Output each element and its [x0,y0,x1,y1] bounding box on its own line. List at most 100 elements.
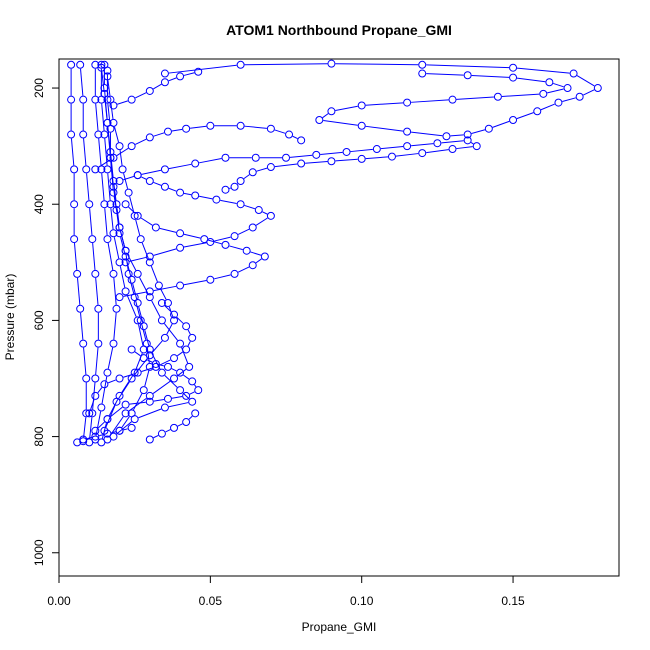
data-point [115,426,124,435]
data-point [124,269,133,278]
series-segment [501,93,540,98]
series [160,59,602,141]
data-point [418,60,427,69]
data-point [145,287,154,296]
series-segment [104,138,108,166]
series-segment [117,100,128,105]
data-point [121,252,130,261]
series-segment [134,351,141,357]
series-segment [576,75,595,87]
series-segment [104,97,108,119]
data-point [133,269,142,278]
data-point [170,374,179,383]
series-segment [98,138,102,166]
data-point [575,92,584,101]
data-point [109,229,118,238]
data-point [182,124,191,133]
data-point [160,403,169,412]
series-segment [411,143,434,147]
series-segment [135,92,147,99]
series-segment [183,280,207,286]
data-point [418,149,427,158]
data-point [70,235,79,244]
data-point [88,409,97,418]
series-segment [144,329,150,346]
data-point [154,281,163,290]
data-point [230,182,239,191]
data-point [206,237,215,246]
series [73,423,136,447]
data-point [91,374,100,383]
series-segment [141,367,153,372]
series-segment [132,283,138,300]
series-segment [141,176,147,180]
series-segment [113,277,117,305]
series-segment [153,398,165,402]
data-point [109,188,118,197]
series-segment [83,138,87,166]
data-point [176,339,185,348]
series-segment [237,228,250,235]
data-point [145,258,154,267]
series-segment [141,242,149,259]
data-point [133,316,142,325]
series-segment [107,173,111,201]
series [115,200,269,302]
series-segment [113,237,120,259]
series-segment [262,211,268,215]
series-segment [183,242,207,248]
series-segment [141,324,147,340]
series-segment [250,251,262,256]
data-point [109,182,118,191]
data-point [157,429,166,438]
series-segment [129,196,135,213]
series-segment [135,300,141,317]
y-axis-label: Pressure (mbar) [3,274,17,361]
data-point [230,232,239,241]
data-point [115,374,124,383]
series-segment [159,227,177,233]
series-segment [138,324,144,346]
series-segment [255,258,262,264]
series-segment [176,317,184,324]
data-point [509,63,518,72]
data-point [206,121,215,130]
series-segment [101,103,105,131]
data-point [282,153,291,162]
data-point [176,386,185,395]
data-point [212,195,221,204]
data-point [100,130,109,139]
series-segment [177,423,183,427]
data-point [251,153,260,162]
series-segment [77,277,81,305]
series-segment [547,88,564,94]
data-point [145,86,154,95]
series-segment [441,140,464,144]
series-segment [113,190,117,207]
series-segment [70,138,75,166]
series-segment [153,285,177,292]
series-segment [160,288,167,300]
series-segment [116,421,132,435]
data-point [170,310,179,319]
series-segment [113,184,117,201]
data-point [236,200,245,209]
data-point [109,101,118,110]
x-axis-label: Propane_GMI [302,620,377,634]
data-point [127,409,136,418]
data-point [133,171,142,180]
series-segment [116,147,129,157]
series-segment [165,429,171,433]
series-segment [516,112,534,120]
data-point [221,185,230,194]
data-point [115,176,124,185]
series-segment [125,254,129,271]
series-segment [147,359,153,363]
data-point [403,127,412,136]
series-segment [121,375,133,393]
data-point [127,345,136,354]
series-segment [110,208,114,230]
chart-title: ATOM1 Northbound Propane_GMI [226,22,452,38]
data-point [509,115,518,124]
series-segment [220,199,237,204]
